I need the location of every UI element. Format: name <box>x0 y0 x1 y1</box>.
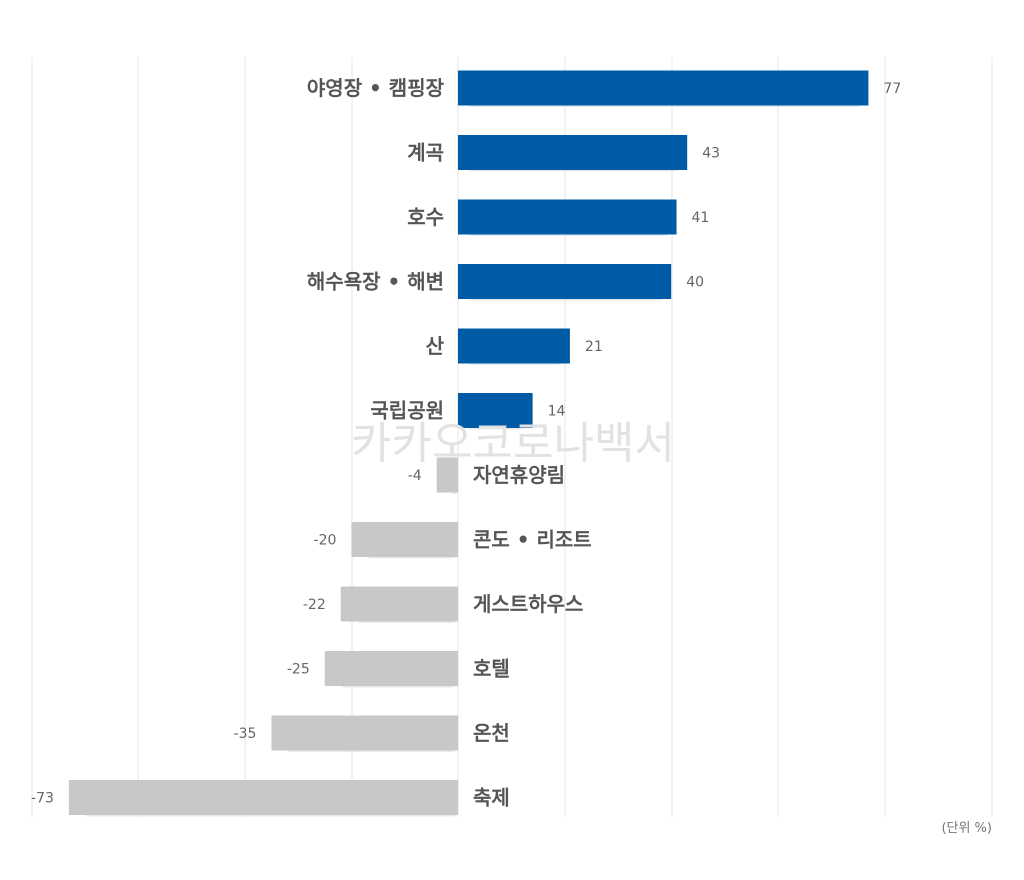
value-label: 41 <box>692 210 710 226</box>
bar <box>458 393 533 428</box>
category-label: 온천 <box>473 721 510 745</box>
labels: 야영장 • 캠핑장 77 계곡 43 호수 41 해수욕장 • 해변 40 산 21 국립공원 14 자… <box>31 76 901 810</box>
value-label: -35 <box>234 726 257 742</box>
value-label: -4 <box>408 468 422 484</box>
bar <box>68 780 458 815</box>
bar <box>458 70 869 106</box>
value-label: -20 <box>314 533 337 549</box>
category-label: 호수 <box>407 205 444 229</box>
value-label: 21 <box>585 339 603 355</box>
bar <box>351 522 458 557</box>
value-label: 14 <box>548 404 566 420</box>
bar <box>458 135 688 170</box>
unit-label: (단위 %) <box>941 821 992 836</box>
watermark: 카카오코로나백서 <box>351 418 675 469</box>
bar <box>458 328 570 364</box>
value-label: 40 <box>686 275 704 291</box>
bar <box>271 715 458 751</box>
value-label: -73 <box>31 791 54 807</box>
category-label: 야영장 • 캠핑장 <box>307 76 445 100</box>
value-label: 43 <box>702 146 720 162</box>
bar <box>458 264 672 299</box>
category-label: 해수욕장 • 해변 <box>307 270 444 294</box>
category-label: 호텔 <box>473 657 510 681</box>
value-label: 77 <box>883 81 901 97</box>
category-label: 콘도 • 리조트 <box>473 528 592 552</box>
bar <box>436 457 458 493</box>
category-label: 축제 <box>473 786 510 810</box>
bar <box>340 586 458 622</box>
category-label: 자연휴양림 <box>473 463 565 487</box>
category-label: 게스트하우스 <box>473 592 583 616</box>
value-label: -22 <box>303 597 326 613</box>
value-label: -25 <box>287 662 310 678</box>
bar <box>458 199 677 235</box>
gridlines <box>31 57 993 817</box>
bars <box>68 70 869 815</box>
bar <box>324 651 458 686</box>
category-label: 산 <box>426 334 445 358</box>
category-label: 계곡 <box>407 141 444 165</box>
category-label: 국립공원 <box>370 399 444 423</box>
